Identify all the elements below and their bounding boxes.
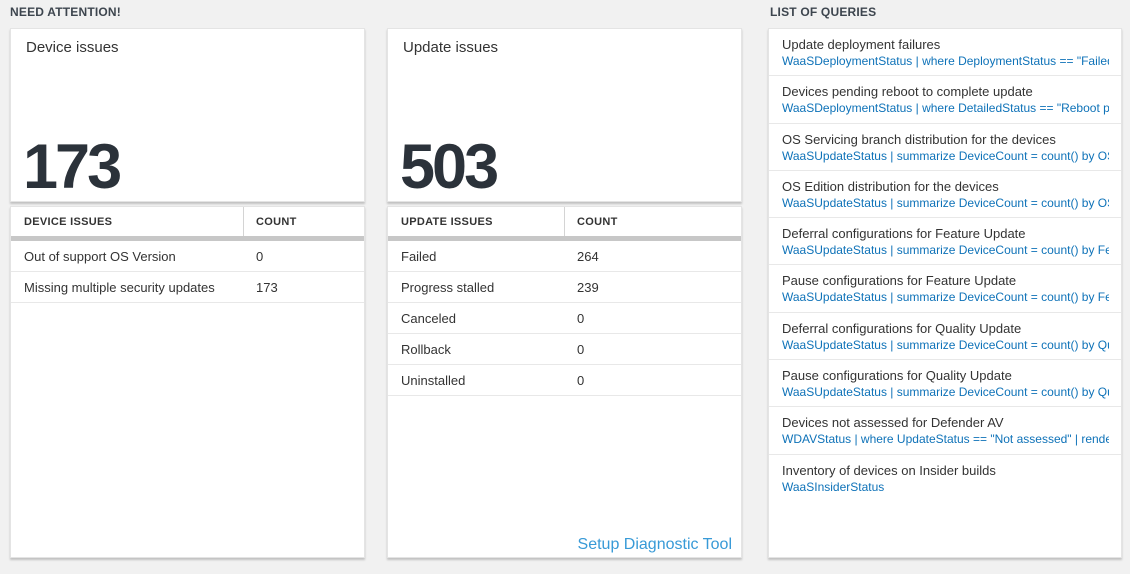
row-label: Uninstalled — [401, 372, 466, 388]
query-title: Devices not assessed for Defender AV — [782, 415, 1004, 431]
table-row[interactable]: Out of support OS Version 0 — [11, 241, 364, 272]
query-text: WaaSUpdateStatus | summarize DeviceCount… — [782, 148, 1109, 163]
row-label: Canceled — [401, 310, 456, 326]
row-label: Out of support OS Version — [24, 248, 176, 264]
row-count: 0 — [577, 341, 585, 357]
update-issues-table-header: UPDATE ISSUES COUNT — [388, 207, 741, 236]
query-list-item[interactable]: Deferral configurations for Feature Upda… — [769, 218, 1121, 266]
query-list-item[interactable]: OS Servicing branch distribution for the… — [769, 124, 1121, 171]
update-issues-table: UPDATE ISSUES COUNT Failed 264 Progress … — [387, 206, 742, 558]
count-column-header: COUNT — [577, 215, 618, 228]
row-count: 0 — [256, 248, 264, 264]
query-text: WaaSUpdateStatus | summarize DeviceCount… — [782, 290, 1109, 305]
row-label: Rollback — [401, 341, 451, 357]
query-title: OS Servicing branch distribution for the… — [782, 131, 1056, 147]
query-text: WaaSUpdateStatus | summarize DeviceCount… — [782, 195, 1109, 210]
device-issues-table: DEVICE ISSUES COUNT Out of support OS Ve… — [10, 206, 365, 558]
row-count: 0 — [577, 372, 585, 388]
table-row[interactable]: Canceled 0 — [388, 303, 741, 334]
query-text: WaaSUpdateStatus | summarize DeviceCount… — [782, 243, 1109, 258]
query-title: Inventory of devices on Insider builds — [782, 462, 996, 478]
list-of-queries-section-label: LIST OF QUERIES — [770, 5, 877, 19]
query-list-item[interactable]: Pause configurations for Quality Update … — [769, 360, 1121, 408]
row-label: Failed — [401, 248, 437, 264]
need-attention-section-label: NEED ATTENTION! — [10, 5, 121, 19]
query-title: Update deployment failures — [782, 37, 941, 52]
count-column-header: COUNT — [256, 215, 297, 228]
table-header-divider-bar — [388, 236, 741, 241]
setup-diagnostic-tool-link[interactable]: Setup Diagnostic Tool — [577, 536, 732, 553]
query-list-item[interactable]: Deferral configurations for Quality Upda… — [769, 313, 1121, 361]
query-text: WaaSUpdateStatus | summarize DeviceCount… — [782, 337, 1109, 352]
query-text: WaaSDeploymentStatus | where DeploymentS… — [782, 54, 1109, 68]
update-issues-tile-title: Update issues — [403, 39, 499, 56]
table-row[interactable]: Failed 264 — [388, 241, 741, 272]
query-title: Pause configurations for Feature Update — [782, 273, 1017, 289]
row-count: 0 — [577, 310, 585, 326]
row-label: Progress stalled — [401, 279, 495, 295]
table-row[interactable]: Progress stalled 239 — [388, 272, 741, 303]
table-row[interactable]: Rollback 0 — [388, 334, 741, 365]
device-issues-tile-title: Device issues — [26, 39, 119, 56]
row-count: 264 — [577, 248, 599, 264]
query-text: WaaSUpdateStatus | summarize DeviceCount… — [782, 385, 1109, 400]
query-list-item[interactable]: Update deployment failures WaaSDeploymen… — [769, 29, 1121, 77]
device-issues-tile[interactable]: Device issues 173 — [10, 28, 365, 202]
query-list-item[interactable]: Devices pending reboot to complete updat… — [769, 76, 1121, 124]
query-list-item[interactable]: Inventory of devices on Insider builds W… — [769, 455, 1121, 502]
row-count: 173 — [256, 279, 278, 295]
list-of-queries-panel: Update deployment failures WaaSDeploymen… — [768, 28, 1122, 558]
query-title: Deferral configurations for Quality Upda… — [782, 320, 1022, 336]
device-issues-table-header: DEVICE ISSUES COUNT — [11, 207, 364, 236]
update-issues-column-header: UPDATE ISSUES — [388, 207, 565, 236]
table-row[interactable]: Missing multiple security updates 173 — [11, 272, 364, 303]
query-list-item[interactable]: Devices not assessed for Defender AV WDA… — [769, 407, 1121, 455]
table-row[interactable]: Uninstalled 0 — [388, 365, 741, 396]
table-header-divider-bar — [11, 236, 364, 241]
query-text: WaaSDeploymentStatus | where DetailedSta… — [782, 101, 1109, 116]
device-issues-count: 173 — [23, 132, 122, 202]
query-title: Devices pending reboot to complete updat… — [782, 84, 1033, 100]
update-issues-tile[interactable]: Update issues 503 — [387, 28, 742, 202]
query-text: WaaSInsiderStatus — [782, 479, 885, 494]
query-title: Deferral configurations for Feature Upda… — [782, 226, 1026, 242]
update-issues-count: 503 — [400, 132, 499, 202]
row-label: Missing multiple security updates — [24, 279, 215, 295]
query-title: Pause configurations for Quality Update — [782, 368, 1012, 384]
device-issues-column-header: DEVICE ISSUES — [11, 207, 244, 236]
query-text: WDAVStatus | where UpdateStatus == "Not … — [782, 432, 1109, 447]
query-title: OS Edition distribution for the devices — [782, 178, 999, 194]
query-list-item[interactable]: Pause configurations for Feature Update … — [769, 265, 1121, 313]
row-count: 239 — [577, 279, 599, 295]
query-list-item[interactable]: OS Edition distribution for the devices … — [769, 171, 1121, 219]
